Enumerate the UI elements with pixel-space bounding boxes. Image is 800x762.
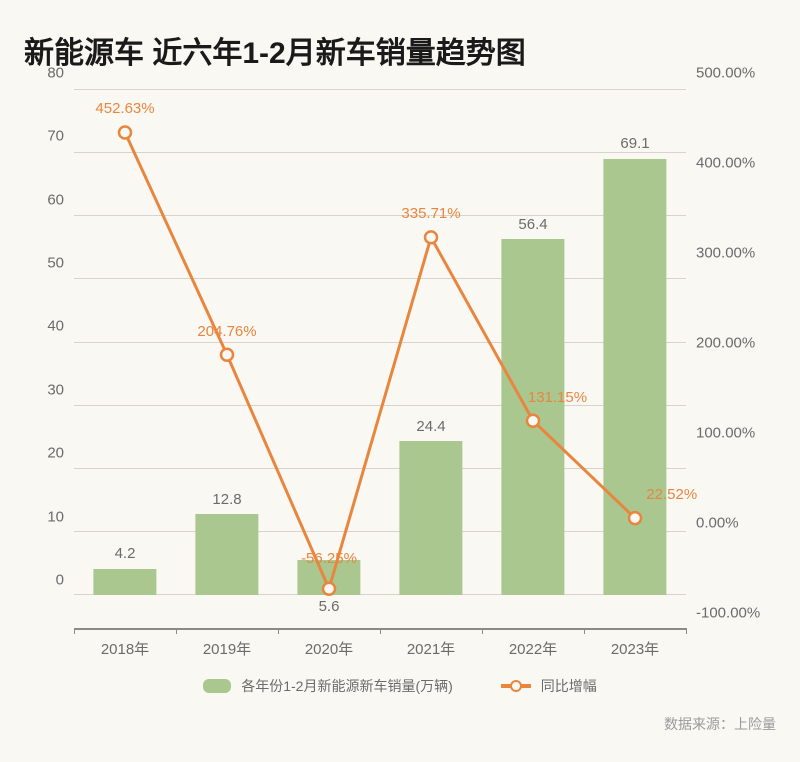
line-value-label: 131.15% — [528, 389, 587, 406]
line-point — [119, 126, 131, 138]
x-tick: 2019年 — [176, 638, 278, 659]
y-axis-left: 01020304050607080 — [24, 90, 64, 630]
x-tick: 2021年 — [380, 638, 482, 659]
y-right-tick: -100.00% — [696, 605, 776, 622]
y-left-tick: 50 — [24, 255, 64, 272]
data-source: 数据来源：上险量 — [24, 714, 776, 734]
y-right-tick: 100.00% — [696, 425, 776, 442]
x-tick: 2020年 — [278, 638, 380, 659]
line-swatch-icon — [501, 684, 531, 688]
line-value-label: 335.71% — [401, 205, 460, 222]
plot-area: 4.212.85.624.456.469.1 452.63%204.76%-56… — [74, 90, 686, 630]
y-left-tick: 20 — [24, 445, 64, 462]
line-value-label: 22.52% — [646, 486, 697, 503]
y-left-tick: 40 — [24, 318, 64, 335]
y-left-tick: 70 — [24, 128, 64, 145]
x-axis: 2018年2019年2020年2021年2022年2023年 — [74, 638, 686, 659]
y-axis-right: -100.00% 0.00% 100.00% 200.00% 300.00% 400.00… — [696, 90, 776, 630]
x-tick: 2023年 — [584, 638, 686, 659]
chart-area: 01020304050607080 -100.00%0.00%100.00%20… — [24, 90, 776, 630]
legend-bar: 各年份1-2月新能源新车销量(万辆) — [203, 676, 453, 696]
legend: 各年份1-2月新能源新车销量(万辆) 同比增幅 — [24, 676, 776, 696]
legend-bar-label: 各年份1-2月新能源新车销量(万辆) — [241, 676, 453, 696]
y-right-tick: 500.00% — [696, 65, 776, 82]
y-left-tick: 80 — [24, 65, 64, 82]
chart-title: 新能源车 近六年1-2月新车销量趋势图 — [24, 28, 776, 72]
line-point — [323, 583, 335, 595]
x-tick: 2018年 — [74, 638, 176, 659]
y-right-tick: 400.00% — [696, 155, 776, 172]
y-left-tick: 0 — [24, 571, 64, 588]
y-left-tick: 10 — [24, 508, 64, 525]
y-right-tick: 300.00% — [696, 245, 776, 262]
legend-line-label: 同比增幅 — [541, 676, 597, 696]
legend-line: 同比增幅 — [501, 676, 597, 696]
line-series — [74, 90, 686, 628]
y-left-tick: 30 — [24, 381, 64, 398]
line-point — [425, 231, 437, 243]
line-point — [221, 349, 233, 361]
x-tick: 2022年 — [482, 638, 584, 659]
line-value-label: 452.63% — [95, 100, 154, 117]
line-point — [527, 415, 539, 427]
line-value-label: -56.25% — [301, 550, 357, 567]
y-left-tick: 60 — [24, 191, 64, 208]
line-value-label: 204.76% — [197, 323, 256, 340]
line-point — [629, 512, 641, 524]
bar-swatch-icon — [203, 679, 231, 693]
y-right-tick: 200.00% — [696, 335, 776, 352]
y-right-tick: 0.00% — [696, 515, 776, 532]
